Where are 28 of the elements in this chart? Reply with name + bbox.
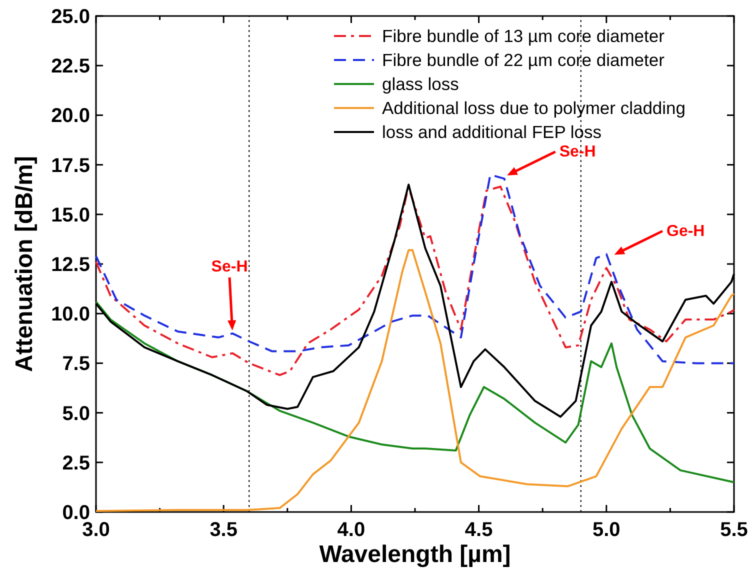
line-series — [95, 300, 735, 484]
legend-label: Additional loss due to polymer cladding — [382, 98, 686, 118]
y-tick-label: 12.5 — [51, 254, 90, 276]
x-tick-label: 5.0 — [592, 519, 620, 541]
x-tick-label: 5.5 — [720, 519, 748, 541]
annotation: Ge-H — [666, 223, 705, 240]
legend-label: loss and additional FEP loss — [382, 122, 602, 142]
annotation: Se-H — [559, 144, 596, 161]
y-tick-label: 7.5 — [62, 353, 90, 376]
line-series — [95, 249, 735, 512]
y-tick-label: 2.5 — [62, 452, 90, 474]
x-tick-label: 3.0 — [82, 519, 110, 541]
y-tick-label: 5.0 — [62, 402, 90, 425]
x-tick-label: 4.5 — [464, 519, 493, 541]
x-tick-label: 3.5 — [210, 519, 238, 541]
y-axis-title: Attenuation [dB/m] — [11, 156, 38, 372]
legend-label: glass loss — [382, 74, 460, 94]
annotation: Se-H — [211, 258, 248, 276]
y-tick-label: 15.0 — [51, 204, 90, 226]
x-tick-label: 4.0 — [337, 519, 366, 541]
y-tick-label: 20.0 — [51, 105, 90, 128]
legend-label: Fibre bundle of 22 µm core diameter — [382, 50, 665, 70]
y-tick-label: 10.0 — [51, 304, 90, 326]
y-tick-label: 25.0 — [51, 6, 90, 28]
x-axis-title: Wavelength [µm] — [319, 541, 511, 568]
y-tick-label: 17.5 — [51, 154, 90, 177]
y-tick-label: 22.5 — [51, 56, 90, 78]
legend-label: Fibre bundle of 13 µm core diameter — [382, 26, 665, 46]
